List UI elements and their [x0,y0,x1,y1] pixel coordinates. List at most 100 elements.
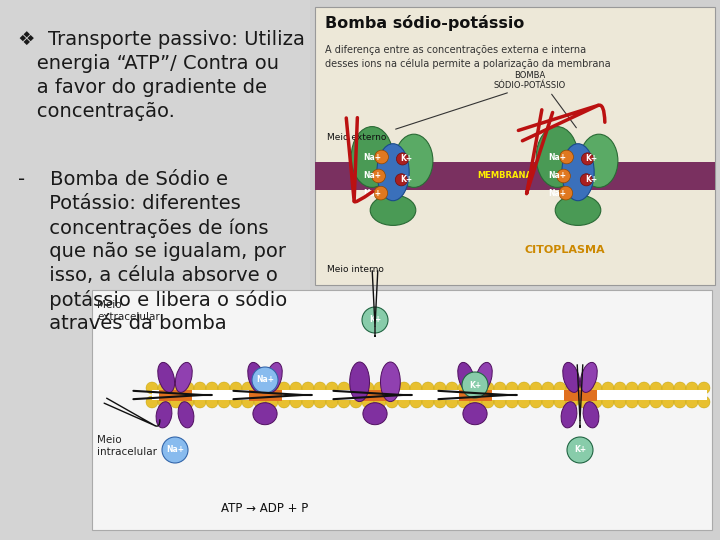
Text: potássio e libera o sódio: potássio e libera o sódio [18,290,287,310]
Text: Na+: Na+ [363,152,381,161]
Text: a favor do gradiente de: a favor do gradiente de [18,78,267,97]
Circle shape [395,174,408,186]
Circle shape [242,396,254,408]
Circle shape [252,367,278,393]
Circle shape [290,396,302,408]
Text: K+: K+ [369,315,381,325]
Circle shape [162,437,188,463]
Circle shape [326,382,338,394]
Text: Meio externo: Meio externo [327,133,387,143]
Text: K+: K+ [585,154,598,164]
Circle shape [567,437,593,463]
Circle shape [158,382,170,394]
Circle shape [458,382,470,394]
Text: K+: K+ [400,154,413,164]
Circle shape [662,382,674,394]
Circle shape [518,382,530,394]
Text: Meio
intracelular: Meio intracelular [97,435,157,457]
FancyBboxPatch shape [92,290,712,530]
Circle shape [218,396,230,408]
Circle shape [362,307,388,333]
Ellipse shape [395,134,433,187]
Circle shape [278,396,290,408]
Text: K+: K+ [469,381,481,389]
FancyBboxPatch shape [359,389,392,401]
Circle shape [230,382,242,394]
Circle shape [518,396,530,408]
FancyBboxPatch shape [158,389,192,401]
Circle shape [302,396,314,408]
Circle shape [254,396,266,408]
Text: K+: K+ [574,446,586,455]
Circle shape [397,153,408,165]
Ellipse shape [351,126,393,187]
Circle shape [386,382,398,394]
Circle shape [470,396,482,408]
Circle shape [602,382,614,394]
Ellipse shape [555,195,600,225]
Text: ATP → ADP + P: ATP → ADP + P [221,502,309,515]
Circle shape [206,396,218,408]
Circle shape [626,396,638,408]
Circle shape [422,382,434,394]
Text: Na+: Na+ [548,188,566,198]
Ellipse shape [563,362,580,393]
Circle shape [614,396,626,408]
Circle shape [375,150,389,164]
Ellipse shape [377,144,409,201]
Circle shape [278,382,290,394]
Circle shape [686,382,698,394]
Circle shape [590,382,602,394]
FancyBboxPatch shape [315,7,715,285]
Circle shape [542,396,554,408]
Circle shape [362,396,374,408]
Circle shape [182,396,194,408]
Circle shape [626,382,638,394]
Circle shape [362,382,374,394]
Circle shape [674,382,686,394]
Circle shape [338,382,350,394]
Circle shape [542,382,554,394]
Circle shape [266,396,278,408]
Circle shape [530,382,542,394]
Circle shape [182,382,194,394]
Circle shape [582,153,593,165]
Text: BOMBA
SÓDIO-POTÁSSIO: BOMBA SÓDIO-POTÁSSIO [494,71,566,90]
Text: concentração.: concentração. [18,102,175,121]
Ellipse shape [253,403,277,424]
Circle shape [374,186,387,200]
Circle shape [374,382,386,394]
Circle shape [559,150,573,164]
Circle shape [146,396,158,408]
Circle shape [386,396,398,408]
Circle shape [326,396,338,408]
Circle shape [170,382,182,394]
Circle shape [266,382,278,394]
FancyBboxPatch shape [248,389,282,401]
Text: ❖  Transporte passivo: Utiliza: ❖ Transporte passivo: Utiliza [18,30,305,49]
Text: concentrações de íons: concentrações de íons [18,218,269,238]
Circle shape [314,396,326,408]
Circle shape [446,382,458,394]
Ellipse shape [536,126,578,187]
Text: A diferença entre as concentrações externa e interna
desses ions na célula permi: A diferença entre as concentrações exter… [325,45,611,69]
Text: K+: K+ [585,176,598,184]
Circle shape [338,396,350,408]
Circle shape [350,396,362,408]
Ellipse shape [463,403,487,424]
Circle shape [170,396,182,408]
Circle shape [580,174,593,186]
Text: Potássio: diferentes: Potássio: diferentes [18,194,240,213]
Circle shape [614,382,626,394]
Circle shape [530,396,542,408]
Text: Na+: Na+ [363,188,381,198]
Text: Na+: Na+ [548,172,566,180]
Circle shape [578,396,590,408]
Circle shape [554,396,566,408]
Circle shape [494,382,506,394]
Text: Na+: Na+ [256,375,274,384]
Circle shape [410,382,422,394]
FancyBboxPatch shape [459,389,492,401]
Circle shape [398,396,410,408]
Ellipse shape [156,402,172,428]
